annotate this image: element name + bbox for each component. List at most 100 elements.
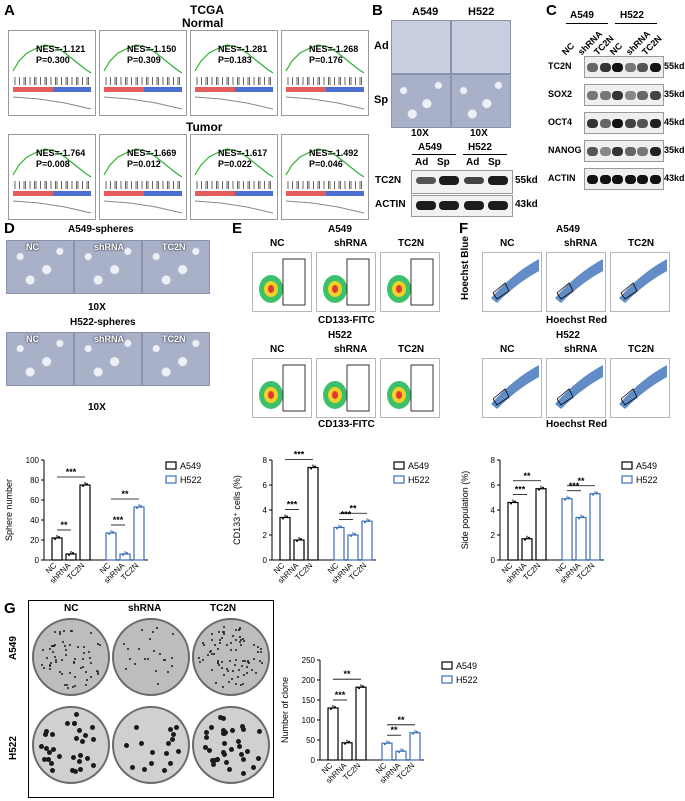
g-colony xyxy=(123,643,126,646)
data-point xyxy=(140,505,142,507)
data-point xyxy=(122,554,124,556)
g-colony xyxy=(71,754,77,760)
significance-label: *** xyxy=(66,467,77,477)
d-a549-col-2: shRNA xyxy=(94,242,125,252)
c-band xyxy=(599,175,611,184)
g-colony xyxy=(257,646,260,649)
g-colony xyxy=(155,627,158,630)
d-h522-col-3: TC2N xyxy=(162,334,186,344)
e-a549-plot-2 xyxy=(316,252,376,312)
g-colony xyxy=(167,671,169,674)
g-colony xyxy=(230,649,233,652)
g-colony xyxy=(256,755,262,761)
y-axis-label: Number of clone xyxy=(280,677,290,743)
c-band xyxy=(599,63,611,72)
g-colony xyxy=(123,743,129,749)
c-band xyxy=(587,91,598,100)
c-band xyxy=(612,175,624,184)
data-point xyxy=(82,485,84,487)
y-tick-label: 2 xyxy=(491,531,496,540)
g-colony xyxy=(203,734,209,740)
c-band xyxy=(612,63,624,72)
g-colony xyxy=(61,673,64,676)
gsea-tumor-es-curve-3 xyxy=(194,148,274,178)
legend-label-a549: A549 xyxy=(180,461,201,471)
d-a549-image-3 xyxy=(142,240,210,294)
g-colony xyxy=(221,660,224,663)
f-xlabel-1: Hoechst Red xyxy=(546,315,608,326)
g-colony xyxy=(59,632,62,635)
g-colony xyxy=(73,662,76,665)
b-lane-1: Ad xyxy=(415,157,429,168)
y-tick-label: 50 xyxy=(306,736,315,745)
data-point xyxy=(136,507,138,509)
g-colony xyxy=(73,736,79,742)
bar-a549-tc2n xyxy=(355,686,367,761)
g-colony xyxy=(218,664,221,667)
bar-a549-tc2n xyxy=(307,466,319,561)
c-band xyxy=(637,147,649,156)
g-colony xyxy=(246,665,249,668)
g-colony xyxy=(164,658,167,661)
g-colony xyxy=(86,679,89,682)
gsea-tumor-es-curve-2 xyxy=(103,148,183,178)
y-tick-label: 0 xyxy=(491,556,496,565)
d-h522-col-2: shRNA xyxy=(94,334,125,344)
c-band xyxy=(599,91,611,100)
g-colony xyxy=(47,750,53,756)
panel-b-row-ad: Ad xyxy=(374,40,389,52)
g-colony xyxy=(259,650,262,653)
g-colony xyxy=(202,658,205,661)
g-colony xyxy=(219,638,222,641)
d-mag-1: 10X xyxy=(88,302,106,313)
g-colony xyxy=(250,764,256,770)
g-colony xyxy=(54,630,57,633)
gsea-normal-plot-4 xyxy=(281,30,369,116)
g-colony xyxy=(81,666,84,669)
g-colony xyxy=(79,667,82,670)
g-colony xyxy=(220,667,223,670)
bar-h522-shrna xyxy=(395,750,407,761)
c-band-strip-sox2 xyxy=(584,84,664,106)
e-h522-plot-1 xyxy=(252,358,312,418)
g-colony xyxy=(174,725,180,731)
g-colony xyxy=(217,661,220,664)
g-colony xyxy=(43,745,49,751)
g-colony xyxy=(251,668,254,671)
data-point xyxy=(538,488,540,491)
g-colony xyxy=(49,662,52,665)
g-colony xyxy=(227,681,230,684)
g-colony xyxy=(247,659,250,662)
data-point xyxy=(542,486,544,489)
g-colony xyxy=(229,641,232,644)
g-colony xyxy=(223,626,226,629)
b-lane-2: Sp xyxy=(437,157,450,168)
e-h522-col-1: NC xyxy=(270,344,285,355)
g-colony xyxy=(85,670,88,673)
significance-label: ** xyxy=(349,503,357,513)
c-band xyxy=(624,63,636,72)
g-colony xyxy=(208,650,211,653)
g-colony xyxy=(76,645,79,648)
g-colony xyxy=(54,656,57,659)
g-colony xyxy=(236,738,242,744)
y-tick-label: 150 xyxy=(302,696,316,705)
b-image-a549-sp xyxy=(391,74,451,128)
gsea-tumor-p-4: P=0.046 xyxy=(309,159,343,169)
significance-label: *** xyxy=(113,515,124,525)
panel-b-col-h522: H522 xyxy=(468,6,495,18)
g-colony xyxy=(245,672,248,675)
g-colony xyxy=(72,686,75,688)
g-colony xyxy=(147,657,150,660)
c-band xyxy=(587,119,598,128)
g-colony xyxy=(260,661,263,664)
f-h522-col-2: shRNA xyxy=(564,344,598,355)
g-colony xyxy=(60,658,63,661)
g-colony xyxy=(171,732,177,738)
g-col-tc2n: TC2N xyxy=(210,603,237,614)
g-colony xyxy=(80,739,86,745)
f-ylabel: Hoechst Blue xyxy=(460,236,471,300)
data-point xyxy=(58,536,60,538)
legend-label-a549: A549 xyxy=(456,661,477,671)
bar-h522-shrna xyxy=(347,534,359,561)
